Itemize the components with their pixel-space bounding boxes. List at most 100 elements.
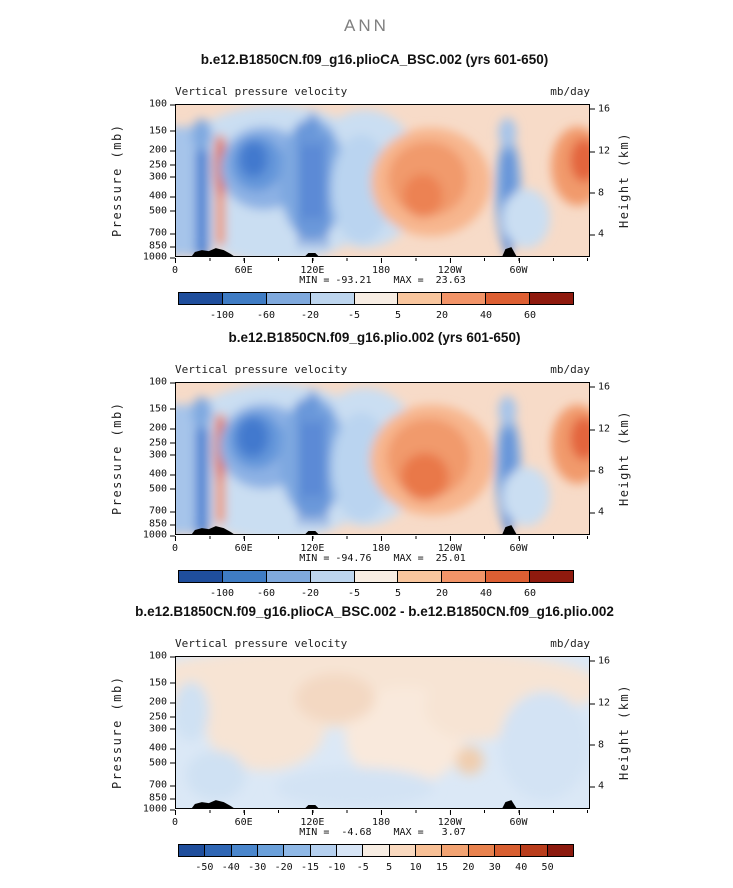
colorbar-segment — [485, 571, 530, 582]
colorbar-tick-label: -100 — [209, 588, 235, 599]
colorbar-tick-label: 30 — [488, 862, 501, 873]
pressure-tick-label: 200 — [148, 144, 176, 156]
minmax-annotation: MIN = -94.76 MAX = 25.01 — [175, 553, 590, 564]
colorbar-segment — [546, 845, 573, 856]
pressure-tick-label: 100 — [148, 376, 176, 388]
pressure-tick-label: 100 — [148, 650, 176, 662]
colorbar-segment — [309, 293, 354, 304]
longitude-tick-label: 120E — [300, 810, 325, 828]
units-label: mb/day — [550, 637, 590, 650]
height-tick-label: 8 — [589, 187, 605, 199]
colorbar-segment — [221, 293, 266, 304]
height-tick-label: 16 — [589, 103, 611, 115]
height-tick-label: 4 — [589, 506, 605, 518]
pressure-tick-label: 850 — [148, 240, 176, 252]
longitude-tick-label: 180 — [372, 258, 391, 276]
pressure-tick-label: 100 — [148, 98, 176, 110]
height-tick-label: 8 — [589, 739, 605, 751]
colorbar-segment — [529, 571, 574, 582]
colorbar — [178, 292, 574, 305]
panel-title: b.e12.B1850CN.f09_g16.plioCA_BSC.002 - b… — [135, 604, 614, 619]
longitude-tick-label: 60E — [234, 258, 253, 276]
longitude-tick-labels: 0 60E 120E 180 120W 60W — [171, 810, 590, 828]
longitude-tick-label: 60E — [234, 810, 253, 828]
colorbar-segment — [283, 845, 310, 856]
colorbar-segment — [204, 845, 231, 856]
colorbar-tick-label: -60 — [256, 588, 276, 599]
longitude-tick-label: 180 — [372, 536, 391, 554]
field-label: Vertical pressure velocity — [175, 637, 348, 650]
colorbar-tick-labels: -100 -60 -20 -5 5 20 40 60 — [178, 586, 574, 600]
colorbar-segment — [441, 293, 486, 304]
colorbar-tick-label: 5 — [386, 862, 393, 873]
pressure-tick-label: 500 — [148, 483, 176, 495]
height-tick-label: 4 — [589, 228, 605, 240]
plot-header: Vertical pressure velocity mb/day — [175, 363, 590, 376]
colorbar-segment — [335, 845, 363, 856]
colorbar-segment — [520, 845, 547, 856]
colorbar-segment — [353, 571, 398, 582]
colorbar-tick-label: -60 — [256, 310, 276, 321]
longitude-tick-labels: 0 60E 120E 180 120W 60W — [171, 258, 590, 276]
panel-title: b.e12.B1850CN.f09_g16.plioCA_BSC.002 (yr… — [200, 52, 549, 67]
colorbar-segment — [414, 845, 442, 856]
height-tick-label: 12 — [589, 423, 611, 435]
pressure-tick-label: 1000 — [142, 529, 176, 541]
pressure-tick-label: 150 — [148, 403, 176, 415]
colorbar-segment — [397, 293, 442, 304]
pressure-tick-label: 150 — [148, 677, 176, 689]
colorbar-segment — [309, 571, 354, 582]
height-tick-labels: 16 12 8 4 — [589, 103, 638, 257]
colorbar-tick-label: -5 — [356, 862, 369, 873]
min-label: MIN = -93.21 — [299, 275, 372, 286]
max-label: MAX = 3.07 — [393, 827, 466, 838]
pressure-tick-label: 850 — [148, 518, 176, 530]
panel-difference: b.e12.B1850CN.f09_g16.plioCA_BSC.002 - b… — [0, 604, 733, 882]
pressure-tick-labels: 100 150 200 250 300 400 500 700 850 1000 — [113, 377, 176, 541]
colorbar-segment — [179, 845, 205, 856]
colorbar-tick-label: -20 — [300, 588, 320, 599]
contour-plot — [175, 382, 590, 535]
pressure-tick-labels: 100 150 200 250 300 400 500 700 850 1000 — [113, 99, 176, 263]
colorbar-tick-label: -40 — [221, 862, 240, 873]
plot-header: Vertical pressure velocity mb/day — [175, 637, 590, 650]
longitude-tick-label: 0 — [171, 810, 179, 828]
pressure-tick-label: 250 — [148, 437, 176, 449]
pressure-tick-label: 700 — [148, 505, 176, 517]
longitude-tick-label: 120E — [300, 536, 325, 554]
height-tick-labels: 16 12 8 4 — [589, 381, 638, 535]
colorbar-tick-label: 5 — [395, 310, 402, 321]
pressure-tick-label: 400 — [148, 190, 176, 202]
colorbar-segment — [397, 571, 442, 582]
colorbar-tick-label: -5 — [347, 588, 360, 599]
height-tick-label: 8 — [589, 465, 605, 477]
colorbar-segment — [179, 293, 222, 304]
colorbar-tick-label: 10 — [409, 862, 422, 873]
colorbar-tick-label: -15 — [300, 862, 320, 873]
colorbar-tick-label: 40 — [479, 588, 493, 599]
colorbar-segment — [493, 845, 521, 856]
min-label: MIN = -4.68 — [299, 827, 372, 838]
pressure-tick-label: 700 — [148, 227, 176, 239]
contour-field-art — [176, 657, 589, 808]
colorbar-tick-label: 5 — [395, 588, 402, 599]
colorbar-tick-labels: -50 -40 -30 -20 -15 -10 -5 5 10 15 20 30 40 50 — [178, 860, 574, 874]
pressure-tick-label: 1000 — [142, 251, 176, 263]
height-tick-label: 16 — [589, 655, 611, 667]
pressure-tick-label: 300 — [148, 723, 176, 735]
colorbar-tick-label: -10 — [327, 862, 346, 873]
colorbar-tick-label: -50 — [195, 862, 214, 873]
panel-plio-control: b.e12.B1850CN.f09_g16.plio.002 (yrs 601-… — [0, 330, 733, 608]
longitude-tick-label: 60W — [509, 536, 528, 554]
colorbar-segment — [353, 293, 398, 304]
longitude-tick-label: 0 — [171, 258, 179, 276]
longitude-tick-label: 180 — [372, 810, 391, 828]
height-tick-labels: 16 12 8 4 — [589, 655, 638, 809]
colorbar-tick-label: 20 — [435, 310, 449, 321]
longitude-tick-label: 120W — [437, 258, 462, 276]
colorbar-segment — [265, 293, 310, 304]
longitude-tick-labels: 0 60E 120E 180 120W 60W — [172, 536, 590, 554]
colorbar-segment — [362, 845, 389, 856]
colorbar-tick-label: -100 — [209, 310, 235, 321]
